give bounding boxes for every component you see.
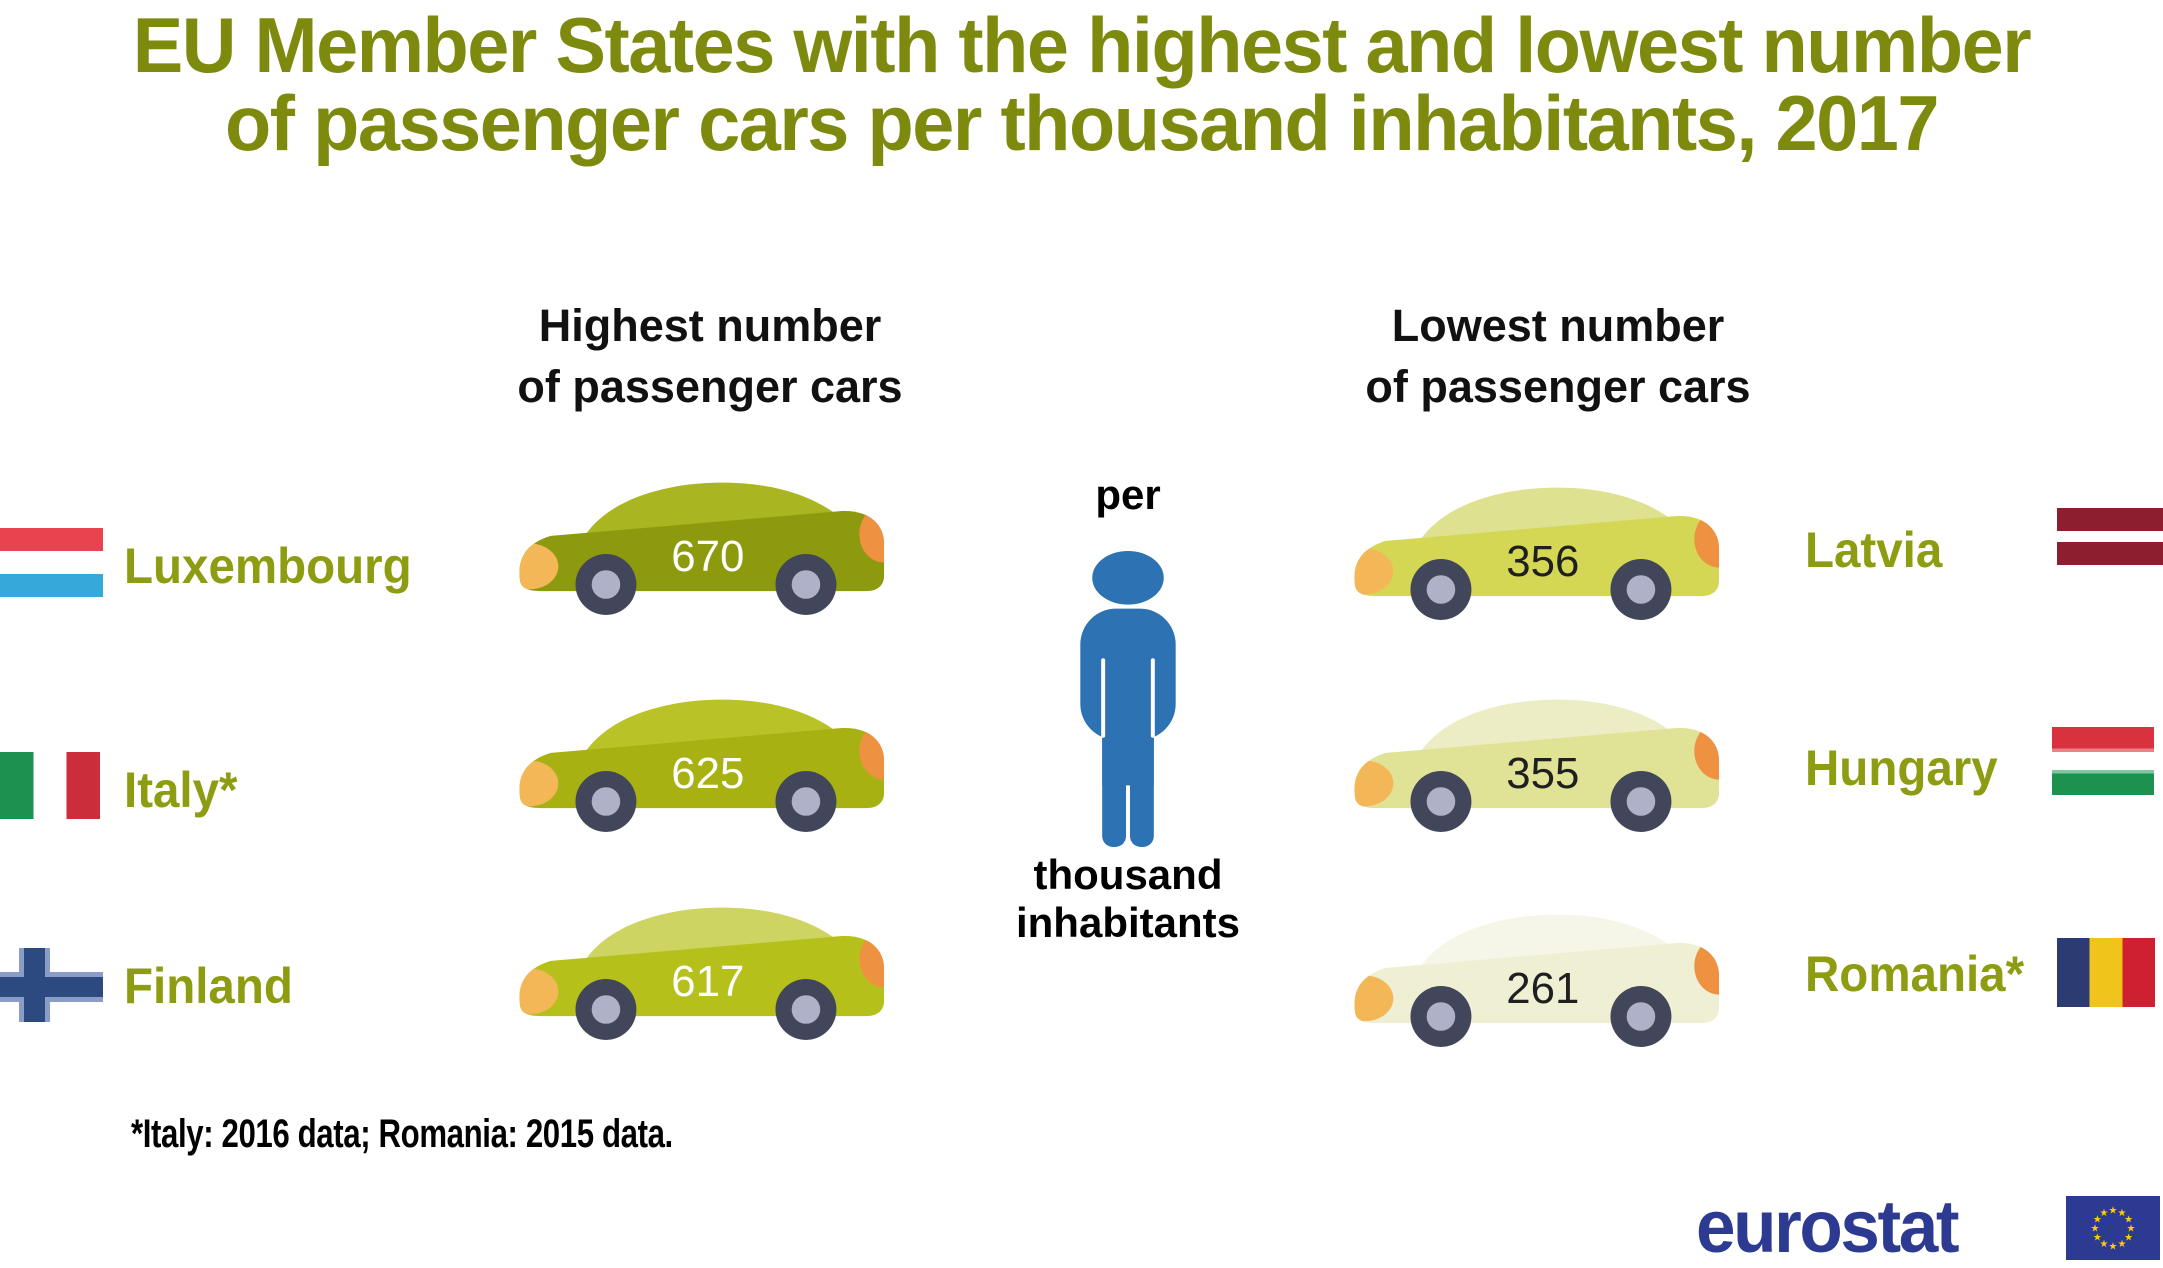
svg-text:★: ★ [2109, 1242, 2118, 1253]
inhabitants-label: inhabitants [1015, 899, 1240, 946]
eu-flag-icon: ★ ★★★★★★★★★★★ [2066, 1196, 2160, 1260]
highest-column-heading: Highest number of passenger cars [505, 296, 915, 418]
romania-label: Romania* [1805, 946, 2025, 1002]
latvia-flag-icon [2057, 508, 2163, 565]
highest-heading-line-1: Highest number [538, 300, 882, 351]
luxembourg-label: Luxembourg [124, 538, 412, 594]
latvia-car-icon: 356 [1340, 478, 1740, 621]
page-title: EU Member States with the highest and lo… [32, 6, 2130, 162]
italy-flag-icon [0, 752, 100, 819]
finland-car-icon: 617 [505, 898, 905, 1041]
finland-flag-icon [0, 948, 103, 1022]
car-value: 356 [1506, 537, 1579, 586]
car-value: 670 [671, 532, 744, 581]
title-line-2: of passenger cars per thousand inhabitan… [225, 79, 1939, 167]
lowest-heading-line-2: of passenger cars [1365, 360, 1751, 412]
per-label: per [1095, 471, 1161, 518]
romania-car-icon: 261 [1340, 905, 1740, 1048]
lowest-column-heading: Lowest number of passenger cars [1348, 296, 1768, 418]
svg-text:★: ★ [2100, 1239, 2109, 1250]
footnote: *Italy: 2016 data; Romania: 2015 data. [131, 1112, 673, 1156]
title-line-1: EU Member States with the highest and lo… [132, 1, 2032, 89]
luxembourg-car-icon: 670 [505, 473, 905, 616]
svg-text:★: ★ [2118, 1208, 2127, 1219]
svg-text:★: ★ [2100, 1208, 2109, 1219]
svg-text:★: ★ [2127, 1224, 2136, 1235]
hungary-label: Hungary [1805, 740, 1998, 796]
lowest-heading-line-1: Lowest number [1391, 300, 1725, 351]
svg-text:★: ★ [2124, 1215, 2133, 1226]
svg-text:★: ★ [2109, 1206, 2118, 1217]
eurostat-wordmark: eurostat [1696, 1185, 1959, 1268]
latvia-label: Latvia [1805, 522, 1943, 578]
center-unit: per thousand inhabitants [978, 0, 1278, 1268]
car-value: 261 [1506, 964, 1579, 1013]
finland-label: Finland [124, 958, 293, 1014]
person-icon [1058, 551, 1198, 849]
svg-text:★: ★ [2093, 1215, 2102, 1226]
car-value: 625 [671, 749, 744, 798]
svg-text:★: ★ [2091, 1224, 2100, 1235]
car-value: 617 [671, 957, 744, 1006]
eurostat-logo: eurostat ★ ★ ★ ★ ★ ★ ★ ★ ★ ★ ★ ★ [1696, 1185, 2160, 1268]
hungary-car-icon: 355 [1340, 690, 1740, 833]
svg-text:★: ★ [2118, 1239, 2127, 1250]
car-value: 355 [1506, 749, 1579, 798]
hungary-flag-icon [2052, 727, 2154, 795]
thousand-label: thousand [1033, 851, 1223, 898]
italy-car-icon: 625 [505, 690, 905, 833]
italy-label: Italy* [124, 762, 238, 818]
svg-text:★: ★ [2124, 1233, 2133, 1244]
highest-heading-line-2: of passenger cars [517, 360, 903, 412]
romania-flag-icon [2057, 938, 2155, 1007]
luxembourg-flag-icon [0, 528, 103, 597]
svg-text:★: ★ [2093, 1233, 2102, 1244]
